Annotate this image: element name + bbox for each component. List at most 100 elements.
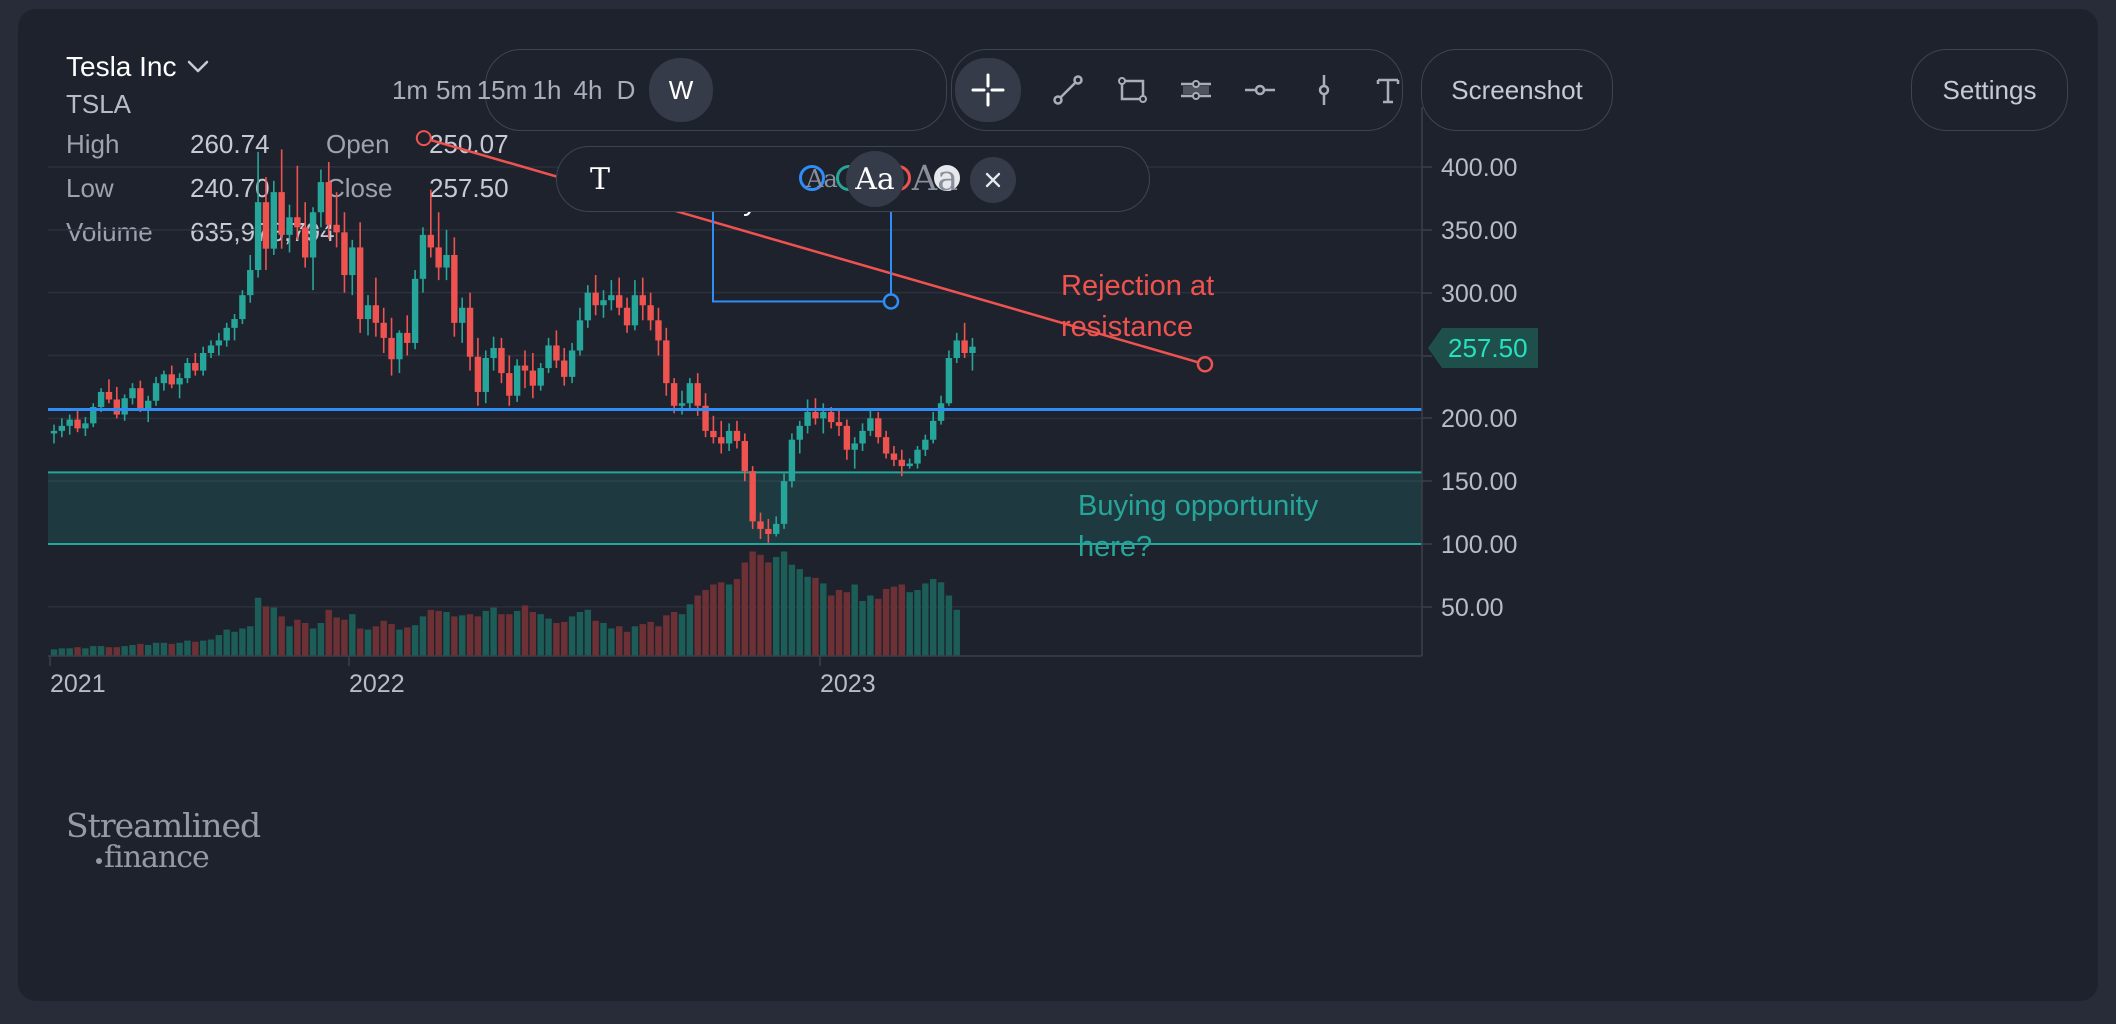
open-label: Open xyxy=(326,129,390,159)
volume-bar xyxy=(176,642,183,656)
volume-bar xyxy=(184,640,191,656)
volume-bar xyxy=(906,592,913,656)
volume-bar xyxy=(302,623,309,656)
volume-bar xyxy=(254,597,262,656)
logo-line2: finance xyxy=(104,840,210,875)
volume-bar xyxy=(820,583,827,656)
trend-line-tool-button[interactable] xyxy=(1039,59,1097,121)
volume-bar xyxy=(867,595,874,656)
candle-body xyxy=(513,365,521,396)
candle-body xyxy=(443,254,450,268)
last-price-badge: 257.50 xyxy=(1428,328,1538,368)
crosshair-icon xyxy=(971,73,1005,107)
volume-bar xyxy=(215,635,223,656)
volume-bar xyxy=(623,631,631,656)
screenshot-button[interactable]: Screenshot xyxy=(1421,49,1613,131)
volume-value: 635,978,794 xyxy=(190,217,335,247)
candle-body xyxy=(113,399,120,415)
font-size-small[interactable]: Aa xyxy=(806,165,838,193)
volume-bar xyxy=(247,626,254,656)
candle-body xyxy=(199,352,207,371)
price-axis-label: 300.00 xyxy=(1441,280,1517,308)
horizontal-line-tool-button[interactable] xyxy=(1231,59,1289,121)
volume-bar xyxy=(152,642,160,656)
candle-body xyxy=(914,449,921,464)
symbol-selector[interactable]: Tesla Inc xyxy=(66,51,209,83)
candle-body xyxy=(945,358,953,404)
volume-bar xyxy=(553,623,560,656)
volume-bar xyxy=(145,645,152,656)
close-toolbar-button[interactable] xyxy=(970,157,1016,203)
candle-body xyxy=(152,383,160,401)
rejection-annotation[interactable]: Rejection at resistance xyxy=(1061,270,1215,343)
volume-bar xyxy=(773,557,780,656)
timeframe-1m[interactable]: 1m xyxy=(391,75,429,105)
crosshair-tool-button[interactable] xyxy=(955,58,1021,122)
volume-bar xyxy=(780,551,788,656)
volume-bar xyxy=(309,628,317,656)
volume-bar xyxy=(757,554,764,656)
volume-bar xyxy=(66,648,73,656)
font-size-large[interactable]: Aa xyxy=(911,159,959,199)
volume-bar xyxy=(513,610,521,656)
candle-body xyxy=(207,345,215,353)
candle-body xyxy=(380,322,387,338)
candle-body xyxy=(576,320,584,351)
volume-bar xyxy=(498,614,505,656)
vertical-line-tool-button[interactable] xyxy=(1295,59,1353,121)
candle-body xyxy=(608,295,615,301)
volume-bar xyxy=(380,620,387,656)
timeframe-w[interactable]: W xyxy=(649,58,713,122)
buying-opportunity-annotation[interactable]: Buying opportunity here? xyxy=(1078,490,1319,563)
candle-body xyxy=(145,400,152,409)
volume-bar xyxy=(50,649,58,656)
volume-bar xyxy=(317,623,325,656)
volume-bar xyxy=(843,592,851,656)
volume-bar xyxy=(286,626,293,656)
candle-body xyxy=(435,247,442,268)
volume-bar xyxy=(168,643,175,656)
volume-bar xyxy=(325,609,332,656)
rectangle-tool-button[interactable] xyxy=(1103,59,1161,121)
settings-button[interactable]: Settings xyxy=(1911,49,2068,131)
timeframe-5m[interactable]: 5m xyxy=(435,75,473,105)
candle-body xyxy=(678,403,686,406)
candle-body xyxy=(411,278,419,343)
volume-bar xyxy=(466,614,474,656)
font-size-medium[interactable]: Aa xyxy=(846,151,904,207)
volume-bar xyxy=(396,629,403,656)
candle-body xyxy=(584,292,591,321)
volume-bar xyxy=(121,646,128,656)
horizontal-channel-tool-button[interactable] xyxy=(1167,59,1225,121)
text-format-icon[interactable]: T xyxy=(589,161,610,197)
volume-bar xyxy=(608,628,615,656)
candle-body xyxy=(647,305,654,321)
candle-body xyxy=(160,374,168,384)
volume-bar xyxy=(270,607,277,656)
candle-body xyxy=(553,345,560,361)
timeframe-d[interactable]: D xyxy=(616,75,636,105)
volume-bar xyxy=(482,610,489,656)
volume-bar xyxy=(914,590,921,656)
candle-body xyxy=(906,463,913,467)
candle-body xyxy=(953,340,960,359)
volume-bar xyxy=(82,648,89,656)
candle-body xyxy=(247,270,254,296)
candle-body xyxy=(121,398,128,415)
volume-bar xyxy=(129,645,136,656)
volume-bar xyxy=(160,642,168,656)
text-tool-button[interactable] xyxy=(1359,59,1417,121)
color-swatch[interactable] xyxy=(934,165,960,191)
timeframe-15m[interactable]: 15m xyxy=(476,75,528,105)
color-swatch[interactable] xyxy=(799,165,825,191)
volume-bar xyxy=(349,614,356,656)
timeframe-4h[interactable]: 4h xyxy=(573,75,603,105)
candle-body xyxy=(506,373,513,396)
volume-bar xyxy=(341,619,348,656)
volume-bar xyxy=(702,590,709,656)
volume-bar xyxy=(647,621,654,656)
volume-bar xyxy=(796,569,803,656)
timeframe-1h[interactable]: 1h xyxy=(532,75,562,105)
candle-body xyxy=(631,295,639,326)
volume-bar xyxy=(788,564,796,656)
